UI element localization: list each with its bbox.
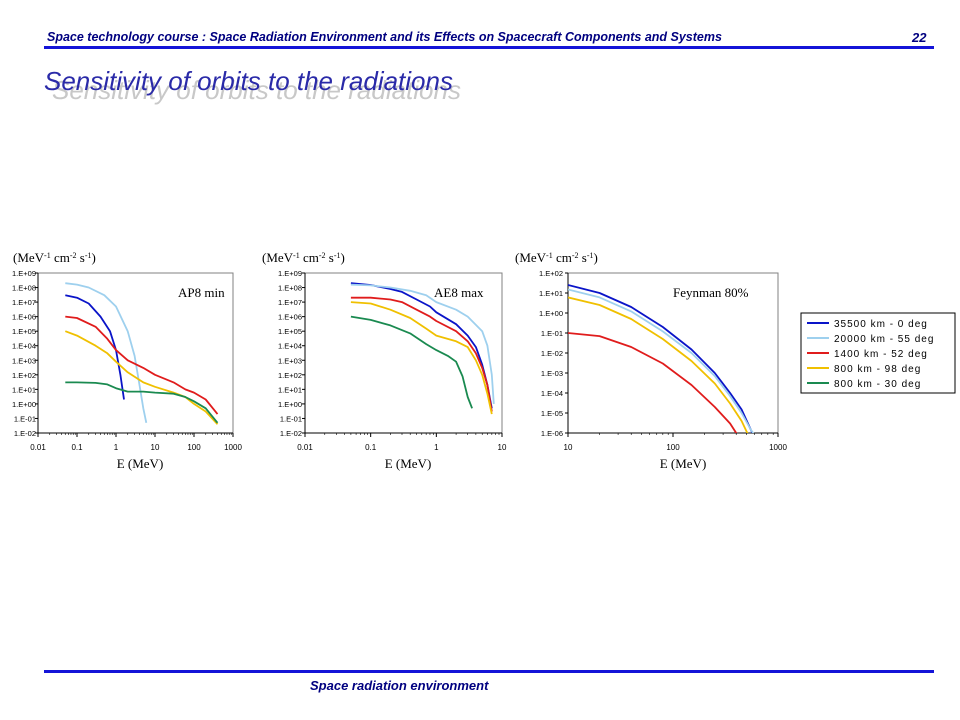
model-label: AP8 min bbox=[178, 285, 225, 300]
y-tick-label: 1.E-06 bbox=[541, 429, 563, 438]
slide-title: Sensitivity of orbits to the radiations bbox=[44, 66, 453, 96]
series-line bbox=[350, 282, 493, 409]
legend-entry: 800 km - 98 deg bbox=[834, 364, 921, 375]
y-tick-label: 1.E-04 bbox=[541, 389, 563, 398]
legend-entry: 20000 km - 55 deg bbox=[834, 334, 934, 345]
chart-0: 1.E-02 1.E-01 1.E+00 1.E+01 1.E+02 1.E+03 1.E+… bbox=[12, 250, 242, 471]
legend-entry: 1400 km - 52 deg bbox=[834, 349, 928, 360]
y-tick-label: 1.E-02 bbox=[280, 429, 302, 438]
series-line bbox=[350, 315, 473, 409]
y-tick-label: 1.E+03 bbox=[278, 356, 302, 365]
model-label: AE8 max bbox=[434, 285, 484, 300]
legend-entry: 35500 km - 0 deg bbox=[834, 319, 928, 330]
y-tick-label: 1.E+02 bbox=[278, 371, 302, 380]
series-line bbox=[65, 381, 219, 424]
x-axis-label: E (MeV) bbox=[385, 456, 432, 471]
series-line bbox=[568, 332, 738, 433]
x-tick-label: 10 bbox=[498, 443, 507, 452]
footer-text: Space radiation environment bbox=[310, 678, 489, 693]
y-tick-label: 1.E+04 bbox=[278, 342, 302, 351]
x-axis-label: E (MeV) bbox=[117, 456, 164, 471]
y-tick-label: 1.E+09 bbox=[278, 269, 302, 278]
chart-1: 1.E-02 1.E-01 1.E+00 1.E+01 1.E+02 1.E+03 1.E+… bbox=[262, 250, 507, 471]
model-label: Feynman 80% bbox=[673, 285, 749, 300]
y-tick-label: 1.E+05 bbox=[278, 327, 302, 336]
x-tick-label: 0.01 bbox=[297, 443, 313, 452]
y-tick-label: 1.E+01 bbox=[539, 289, 563, 298]
y-tick-label: 1.E+00 bbox=[278, 400, 302, 409]
series-line bbox=[65, 315, 219, 415]
y-unit-label: (MeV-1 cm-2 s-1) bbox=[262, 250, 345, 265]
y-tick-label: 1.E+06 bbox=[12, 313, 36, 322]
course-header: Space technology course : Space Radiatio… bbox=[47, 30, 722, 44]
y-tick-label: 1.E+08 bbox=[278, 284, 302, 293]
y-tick-label: 1.E+01 bbox=[278, 385, 302, 394]
y-unit-label: (MeV-1 cm-2 s-1) bbox=[515, 250, 598, 265]
y-tick-label: 1.E-02 bbox=[541, 349, 563, 358]
y-tick-label: 1.E+07 bbox=[12, 298, 36, 307]
legend: 35500 km - 0 deg 20000 km - 55 deg 1400 km… bbox=[800, 312, 956, 394]
y-tick-label: 1.E-02 bbox=[14, 429, 36, 438]
y-tick-label: 1.E-05 bbox=[541, 409, 563, 418]
x-axis-label: E (MeV) bbox=[660, 456, 707, 471]
y-tick-label: 1.E+02 bbox=[539, 269, 563, 278]
series-line bbox=[350, 296, 493, 412]
series-line bbox=[568, 284, 754, 433]
x-tick-label: 0.01 bbox=[30, 443, 46, 452]
y-tick-label: 1.E+08 bbox=[12, 284, 36, 293]
series-line bbox=[65, 282, 148, 423]
x-tick-label: 10 bbox=[151, 443, 160, 452]
y-tick-label: 1.E+05 bbox=[12, 327, 36, 336]
y-tick-label: 1.E-01 bbox=[541, 329, 563, 338]
series-line bbox=[350, 283, 495, 404]
x-tick-label: 1000 bbox=[224, 443, 242, 452]
x-tick-label: 1 bbox=[434, 443, 439, 452]
header-rule bbox=[44, 46, 934, 49]
x-tick-label: 0.1 bbox=[71, 443, 83, 452]
x-tick-label: 1 bbox=[114, 443, 119, 452]
y-tick-label: 1.E-03 bbox=[541, 369, 563, 378]
x-tick-label: 1000 bbox=[769, 443, 787, 452]
slide-title-shadow: Sensitivity of orbits to the radiations bbox=[52, 75, 461, 105]
y-tick-label: 1.E-01 bbox=[14, 414, 36, 423]
y-tick-label: 1.E+00 bbox=[539, 309, 563, 318]
legend-entry: 800 km - 30 deg bbox=[834, 379, 921, 390]
series-line bbox=[568, 296, 749, 433]
series-line bbox=[65, 294, 125, 400]
series-line bbox=[568, 288, 755, 433]
x-tick-label: 10 bbox=[564, 443, 573, 452]
y-tick-label: 1.E+04 bbox=[12, 342, 36, 351]
y-tick-label: 1.E+01 bbox=[12, 385, 36, 394]
y-tick-label: 1.E+07 bbox=[278, 298, 302, 307]
x-tick-label: 100 bbox=[666, 443, 680, 452]
x-tick-label: 0.1 bbox=[365, 443, 377, 452]
footer-rule bbox=[44, 670, 934, 673]
chart-2: 1.E-06 1.E-05 1.E-04 1.E-03 1.E-02 1.E-01 1.E+… bbox=[515, 250, 787, 471]
page-number: 22 bbox=[912, 30, 927, 45]
y-tick-label: 1.E-01 bbox=[280, 414, 302, 423]
y-tick-label: 1.E+03 bbox=[12, 356, 36, 365]
y-unit-label: (MeV-1 cm-2 s-1) bbox=[13, 250, 96, 265]
y-tick-label: 1.E+09 bbox=[12, 269, 36, 278]
y-tick-label: 1.E+00 bbox=[12, 400, 36, 409]
series-line bbox=[350, 301, 493, 415]
series-line bbox=[64, 330, 219, 425]
y-tick-label: 1.E+06 bbox=[278, 313, 302, 322]
y-tick-label: 1.E+02 bbox=[12, 371, 36, 380]
x-tick-label: 100 bbox=[187, 443, 201, 452]
